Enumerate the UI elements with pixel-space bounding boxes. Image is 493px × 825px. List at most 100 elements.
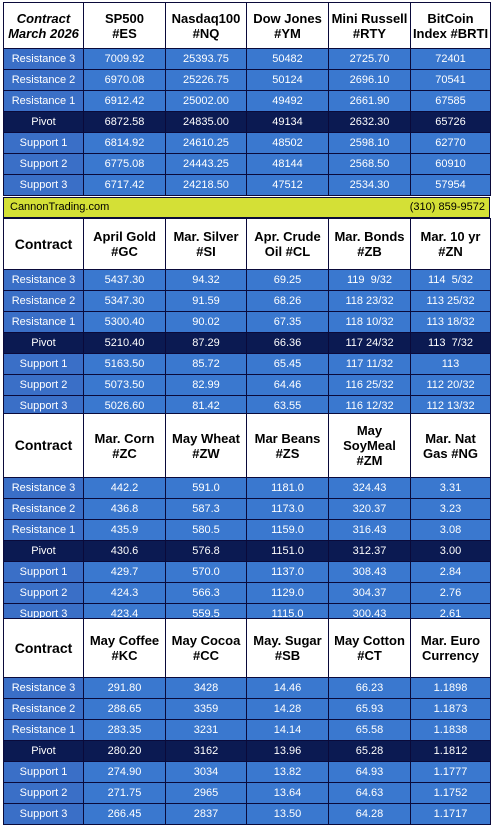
level-value: 283.35 xyxy=(83,719,166,741)
level-value: 3231 xyxy=(165,719,247,741)
level-value: 69.25 xyxy=(246,269,329,291)
level-value: 13.50 xyxy=(246,803,329,825)
level-label: Resistance 3 xyxy=(3,477,84,499)
level-value: 24443.25 xyxy=(165,153,247,175)
level-value: 304.37 xyxy=(328,582,411,604)
level-value: 3428 xyxy=(165,677,247,699)
level-value: 291.80 xyxy=(83,677,166,699)
instrument-header: May. Sugar #SB xyxy=(246,618,329,678)
instrument-header-line: #ZS xyxy=(275,445,300,461)
level-value: 6775.08 xyxy=(83,153,166,175)
level-value: 64.63 xyxy=(328,782,411,804)
metals-rates-block: Contract April Gold #GC Mar. Silver #SI Apr. … xyxy=(3,218,491,417)
instrument-header-line: #ZM xyxy=(356,453,383,468)
level-value: 2965 xyxy=(165,782,247,804)
level-value: 2661.90 xyxy=(328,90,411,112)
level-label: Resistance 1 xyxy=(3,719,84,741)
level-value: 6717.42 xyxy=(83,174,166,196)
level-value: 1.1898 xyxy=(410,677,491,699)
pivot-row: Pivot 5210.40 87.29 66.36 117 24/32 113 7/32 xyxy=(3,332,491,354)
instrument-header-line: #SB xyxy=(274,648,301,663)
level-value: 266.45 xyxy=(83,803,166,825)
level-value: 119 9/32 xyxy=(328,269,411,291)
level-label: Resistance 2 xyxy=(3,290,84,312)
level-value: 49492 xyxy=(246,90,329,112)
level-value: 587.3 xyxy=(165,498,247,520)
level-value: 1.1717 xyxy=(410,803,491,825)
level-value: 113 7/32 xyxy=(410,332,491,354)
level-value: 6814.92 xyxy=(83,132,166,154)
level-label: Resistance 2 xyxy=(3,498,84,520)
instrument-header-line: Nasdaq100 xyxy=(171,10,241,26)
level-value: 91.59 xyxy=(165,290,247,312)
instrument-header-line: #ZB xyxy=(357,244,382,259)
instrument-header-line: April Gold xyxy=(93,229,156,244)
level-label: Resistance 1 xyxy=(3,90,84,112)
level-label: Support 3 xyxy=(3,174,84,196)
level-value: 81.42 xyxy=(165,395,247,417)
level-value: 3.23 xyxy=(410,498,491,520)
level-value: 113 18/32 xyxy=(410,311,491,333)
level-value: 2534.30 xyxy=(328,174,411,196)
level-value: 65.28 xyxy=(328,740,411,762)
equity-index-block: Contract March 2026 SP500 #ES Nasdaq100 #NQ Do… xyxy=(3,2,491,196)
level-label: Support 2 xyxy=(3,153,84,175)
level-row: Support 2 424.3 566.3 1129.0 304.37 2.76 xyxy=(3,582,491,604)
level-value: 429.7 xyxy=(83,561,166,583)
level-label: Resistance 3 xyxy=(3,677,84,699)
level-value: 65726 xyxy=(410,111,491,133)
level-label: Resistance 2 xyxy=(3,698,84,720)
contract-header-line: Contract xyxy=(16,10,71,26)
level-value: 113 25/32 xyxy=(410,290,491,312)
level-value: 87.29 xyxy=(165,332,247,354)
level-value: 49134 xyxy=(246,111,329,133)
level-value: 5300.40 xyxy=(83,311,166,333)
level-row: Support 1 274.90 3034 13.82 64.93 1.1777 xyxy=(3,761,491,783)
level-value: 116 12/32 xyxy=(328,395,411,417)
level-value: 48502 xyxy=(246,132,329,154)
level-value: 85.72 xyxy=(165,353,247,375)
instrument-header-line: May Cotton xyxy=(334,633,405,648)
level-value: 5437.30 xyxy=(83,269,166,291)
level-value: 57954 xyxy=(410,174,491,196)
level-value: 116 25/32 xyxy=(328,374,411,396)
instrument-header: May SoyMeal #ZM xyxy=(328,413,411,478)
level-value: 3162 xyxy=(165,740,247,762)
level-value: 112 13/32 xyxy=(410,395,491,417)
instrument-header-line: #RTY xyxy=(352,25,387,41)
level-value: 68.26 xyxy=(246,290,329,312)
header-row: Contract Mar. Corn #ZC May Wheat #ZW Mar Bean… xyxy=(3,413,491,478)
level-row: Support 3 6717.42 24218.50 47512 2534.30 5795… xyxy=(3,174,491,196)
level-value: 5073.50 xyxy=(83,374,166,396)
instrument-header: May Wheat #ZW xyxy=(165,413,247,478)
level-label: Resistance 1 xyxy=(3,311,84,333)
level-value: 3.00 xyxy=(410,540,491,562)
level-value: 25393.75 xyxy=(165,48,247,70)
level-row: Resistance 3 291.80 3428 14.46 66.23 1.1898 xyxy=(3,677,491,699)
instrument-header-line: #CC xyxy=(192,648,219,663)
instrument-header-line: Mini Russell xyxy=(331,10,408,26)
level-row: Resistance 1 283.35 3231 14.14 65.58 1.1838 xyxy=(3,719,491,741)
level-value: 1151.0 xyxy=(246,540,329,562)
level-row: Support 2 271.75 2965 13.64 64.63 1.1752 xyxy=(3,782,491,804)
level-label: Support 2 xyxy=(3,374,84,396)
level-row: Support 2 6775.08 24443.25 48144 2568.50 6091… xyxy=(3,153,491,175)
level-label: Support 3 xyxy=(3,803,84,825)
level-value: 1.1838 xyxy=(410,719,491,741)
level-value: 288.65 xyxy=(83,698,166,720)
level-value: 324.43 xyxy=(328,477,411,499)
level-value: 1.1812 xyxy=(410,740,491,762)
level-value: 3.08 xyxy=(410,519,491,541)
instrument-header: Apr. Crude Oil #CL xyxy=(246,218,329,270)
instrument-header: SP500 #ES xyxy=(83,2,166,49)
level-row: Resistance 3 5437.30 94.32 69.25 119 9/32 114… xyxy=(3,269,491,291)
instrument-header-line: Mar. 10 yr xyxy=(420,229,481,244)
instrument-header-line: May Cocoa xyxy=(171,633,241,648)
instrument-header-line: #ES xyxy=(112,25,137,41)
contact-banner: CannonTrading.com (310) 859-9572 xyxy=(3,197,490,218)
level-value: 14.46 xyxy=(246,677,329,699)
level-value: 320.37 xyxy=(328,498,411,520)
level-label: Resistance 2 xyxy=(3,69,84,91)
level-value: 3359 xyxy=(165,698,247,720)
instrument-header-line: Mar. Corn xyxy=(94,430,155,446)
